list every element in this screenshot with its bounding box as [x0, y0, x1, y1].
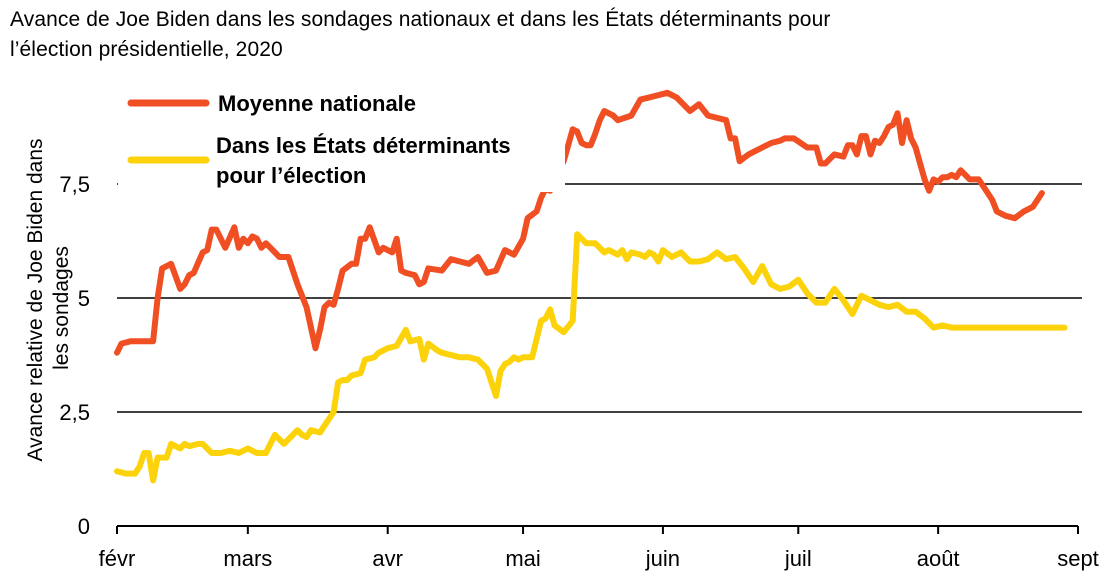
gridlines: [117, 183, 1082, 413]
y-axis-label-line-2: les sondages: [50, 246, 73, 370]
legend: Moyenne nationale Dans les États détermi…: [118, 80, 565, 192]
y-tick-label-0: 0: [78, 514, 90, 539]
series-line-national: [114, 89, 1045, 356]
chart-title-line-1: Avance de Joe Biden dans les sondages na…: [10, 8, 831, 31]
y-axis-label: Avance relative de Joe Biden dans les so…: [24, 139, 73, 462]
legend-label-states-line-2: pour l’élection: [216, 163, 366, 188]
chart-title: Avance de Joe Biden dans les sondages na…: [10, 5, 1100, 65]
y-tick-label-1: 2,5: [59, 400, 90, 425]
series-line-states: [114, 231, 1068, 484]
x-tick-label-4: juin: [645, 546, 680, 571]
series-lines: [114, 89, 1068, 484]
x-tick-label-1: mars: [223, 546, 272, 571]
legend-label-national: Moyenne nationale: [218, 91, 416, 116]
y-tick-label-3: 7,5: [59, 172, 90, 197]
legend-background: [118, 80, 565, 192]
y-axis-label-line-1: Avance relative de Joe Biden dans: [24, 139, 47, 462]
axes: 0 2,5 5 7,5 févr mars avr mai juin juil août sept: [59, 172, 1098, 571]
chart-title-line-2: l’élection présidentielle, 2020: [10, 38, 283, 61]
x-tick-label-6: août: [917, 546, 960, 571]
x-tick-label-3: mai: [505, 546, 540, 571]
y-tick-label-2: 5: [78, 286, 90, 311]
x-tick-label-7: sept: [1057, 546, 1099, 571]
x-tick-label-0: févr: [99, 546, 136, 571]
x-tick-label-5: juil: [784, 546, 812, 571]
legend-label-states-line-1: Dans les États déterminants: [216, 133, 511, 158]
x-tick-label-2: avr: [372, 546, 403, 571]
